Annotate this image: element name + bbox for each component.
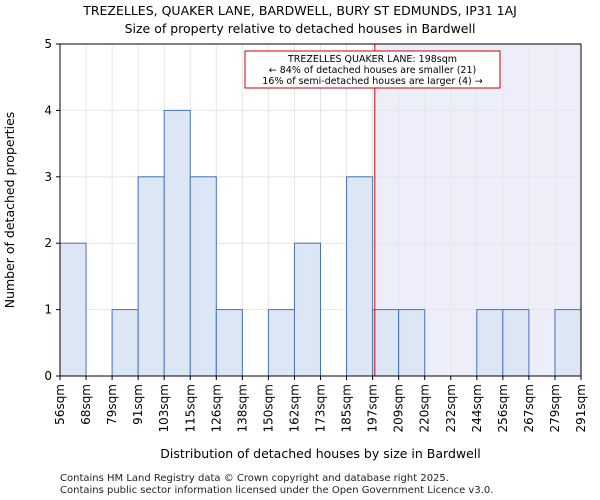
x-tick-label: 256sqm <box>496 384 510 432</box>
bar <box>215 309 243 377</box>
y-tick-label: 3 <box>44 170 52 184</box>
bar <box>346 176 374 377</box>
chart-title: TREZELLES, QUAKER LANE, BARDWELL, BURY S… <box>83 3 517 18</box>
bar <box>293 242 322 377</box>
footer-line-1: Contains HM Land Registry data © Crown c… <box>60 473 449 484</box>
x-tick-label: 91sqm <box>131 384 145 425</box>
bar <box>163 109 191 377</box>
x-tick-label: 267sqm <box>522 384 536 432</box>
y-tick-label: 5 <box>44 37 52 51</box>
bar <box>189 176 217 377</box>
y-axis-label: Number of detached properties <box>2 112 17 309</box>
x-tick-label: 185sqm <box>340 384 354 432</box>
x-tick-label: 197sqm <box>366 384 380 432</box>
x-tick-label: 103sqm <box>157 384 171 432</box>
bar <box>502 309 530 377</box>
annotation-line: 16% of semi-detached houses are larger (… <box>262 76 482 87</box>
y-tick-label: 0 <box>44 369 52 383</box>
x-tick-label: 115sqm <box>183 384 197 432</box>
bar <box>59 242 87 377</box>
x-tick-label: 68sqm <box>79 384 93 425</box>
y-tick-label: 4 <box>44 103 52 117</box>
x-tick-label: 291sqm <box>574 384 588 432</box>
x-tick-label: 173sqm <box>314 384 328 432</box>
x-tick-label: 79sqm <box>105 384 119 425</box>
bar <box>137 176 165 377</box>
bar <box>554 309 582 377</box>
x-axis-label: Distribution of detached houses by size … <box>160 446 481 461</box>
x-tick-label: 138sqm <box>235 384 249 432</box>
bar <box>476 309 504 377</box>
y-tick-label: 2 <box>44 236 52 250</box>
annotation-line: TREZELLES QUAKER LANE: 198sqm <box>287 54 457 65</box>
x-tick-label: 162sqm <box>287 384 301 432</box>
x-tick-label: 209sqm <box>392 384 406 432</box>
x-tick-label: 244sqm <box>470 384 484 432</box>
x-tick-label: 279sqm <box>548 384 562 432</box>
annotation-line: ← 84% of detached houses are smaller (21… <box>269 65 476 76</box>
chart-subtitle: Size of property relative to detached ho… <box>124 21 476 36</box>
x-tick-label: 220sqm <box>418 384 432 432</box>
annotation-box <box>244 50 501 89</box>
bar <box>111 309 139 377</box>
x-tick-label: 150sqm <box>261 384 275 432</box>
bar <box>267 309 295 377</box>
x-tick-label: 56sqm <box>53 384 67 425</box>
bar <box>398 309 426 377</box>
x-tick-label: 126sqm <box>209 384 223 432</box>
x-tick-label: 232sqm <box>444 384 458 432</box>
y-tick-label: 1 <box>44 303 52 317</box>
footer-line-2: Contains public sector information licen… <box>60 485 494 496</box>
bar <box>372 309 400 377</box>
